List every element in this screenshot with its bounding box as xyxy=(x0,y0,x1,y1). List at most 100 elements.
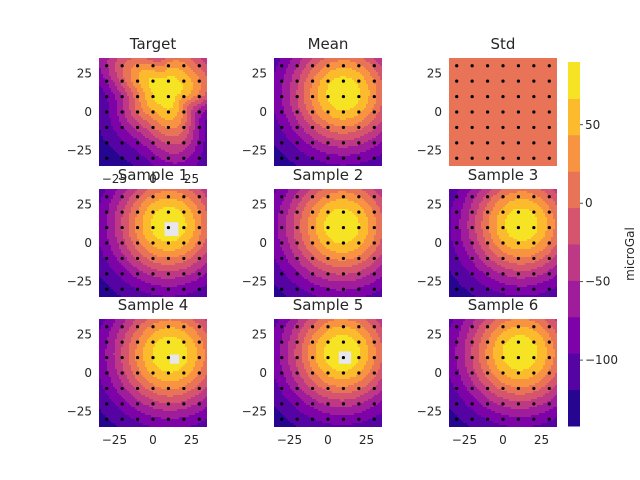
station-point xyxy=(501,94,505,99)
station-point xyxy=(485,225,490,230)
station-point xyxy=(182,156,186,160)
station-point xyxy=(485,325,490,329)
station-point xyxy=(280,402,284,406)
station-point xyxy=(197,156,201,160)
station-point xyxy=(310,371,315,375)
station-point xyxy=(547,141,551,145)
panel-target: −25 0 25 −25 0 25 Target xyxy=(67,35,207,186)
station-point xyxy=(197,64,201,68)
y-tick-label: 0 xyxy=(434,105,442,119)
station-point xyxy=(470,371,474,375)
station-point xyxy=(455,402,459,406)
station-point xyxy=(182,287,186,291)
station-point xyxy=(135,417,140,421)
station-point xyxy=(197,256,201,261)
station-point xyxy=(120,256,124,261)
station-point xyxy=(341,79,346,83)
station-point xyxy=(547,195,551,199)
station-point xyxy=(166,287,171,291)
station-point xyxy=(516,355,521,360)
station-point xyxy=(547,241,551,245)
x-tick-label: −25 xyxy=(102,172,127,186)
station-point xyxy=(280,371,284,375)
station-point xyxy=(166,94,171,99)
station-point xyxy=(547,340,551,344)
station-point xyxy=(341,210,346,214)
station-point xyxy=(295,402,299,406)
station-point xyxy=(151,287,155,291)
station-point xyxy=(295,256,299,261)
station-point xyxy=(310,402,315,406)
station-point xyxy=(455,210,459,214)
panel-std: −25 0 25 Std xyxy=(417,35,557,166)
station-point xyxy=(341,402,346,406)
station-point xyxy=(372,402,376,406)
station-point xyxy=(516,110,521,114)
station-point xyxy=(182,241,186,245)
station-point xyxy=(372,371,376,375)
station-point xyxy=(166,417,171,421)
station-point xyxy=(310,225,315,230)
station-point xyxy=(182,386,186,391)
station-point xyxy=(357,94,361,99)
station-point xyxy=(455,340,459,344)
station-point xyxy=(310,355,315,360)
station-point xyxy=(197,241,201,245)
station-point xyxy=(120,94,124,99)
y-tick-label: −25 xyxy=(242,144,267,158)
station-point xyxy=(120,371,124,375)
station-point xyxy=(151,64,155,68)
station-point xyxy=(341,340,346,344)
station-point xyxy=(326,210,330,214)
y-tick-label: −25 xyxy=(417,144,442,158)
station-point xyxy=(547,325,551,329)
station-point xyxy=(547,110,551,114)
station-point xyxy=(341,125,346,130)
station-point xyxy=(470,325,474,329)
station-point xyxy=(280,94,284,99)
station-point xyxy=(516,195,521,199)
panel-sample-2: −25 0 25 Sample 2 xyxy=(242,166,382,297)
y-tick-label: −25 xyxy=(242,405,267,419)
station-point xyxy=(357,156,361,160)
x-tick-label: 0 xyxy=(324,433,332,447)
station-point xyxy=(470,156,474,160)
station-point xyxy=(532,386,536,391)
station-point xyxy=(135,156,140,160)
station-point xyxy=(532,210,536,214)
station-point xyxy=(310,272,315,276)
station-point xyxy=(532,325,536,329)
x-tick-label: 0 xyxy=(149,172,157,186)
station-point xyxy=(151,225,155,230)
station-point xyxy=(341,241,346,245)
panel-title: Sample 5 xyxy=(293,296,364,314)
station-point xyxy=(310,340,315,344)
station-point xyxy=(532,94,536,99)
station-point xyxy=(166,210,171,214)
station-point xyxy=(105,371,109,375)
station-point xyxy=(547,94,551,99)
station-point xyxy=(470,256,474,261)
station-point xyxy=(120,355,124,360)
station-point xyxy=(341,64,346,68)
station-point xyxy=(120,110,124,114)
y-tick-label: 25 xyxy=(427,197,442,211)
station-point xyxy=(501,371,505,375)
station-point xyxy=(197,355,201,360)
station-point xyxy=(151,402,155,406)
y-tick-label: −25 xyxy=(67,405,92,419)
station-point xyxy=(485,241,490,245)
station-point xyxy=(547,355,551,360)
station-point xyxy=(372,125,376,130)
station-point xyxy=(105,79,109,83)
station-point xyxy=(532,355,536,360)
station-point xyxy=(547,225,551,230)
station-point xyxy=(197,272,201,276)
station-point xyxy=(372,340,376,344)
y-tick-label: 25 xyxy=(77,197,92,211)
station-point xyxy=(151,417,155,421)
station-point xyxy=(516,371,521,375)
station-point xyxy=(151,325,155,329)
station-point xyxy=(516,64,521,68)
station-point xyxy=(182,225,186,230)
